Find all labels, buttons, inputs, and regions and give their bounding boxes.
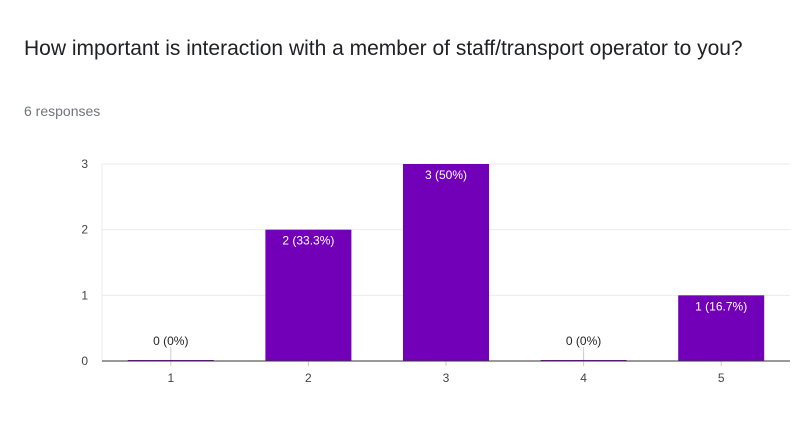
data-label-2: 2 (33.3%) (282, 234, 334, 248)
question-title: How important is interaction with a memb… (24, 37, 743, 60)
x-tick-label-4: 4 (580, 371, 587, 385)
bar-3 (403, 164, 489, 361)
x-tick-label-2: 2 (305, 371, 312, 385)
x-tick-label-5: 5 (718, 371, 725, 385)
data-label-3: 3 (50%) (425, 168, 467, 182)
bar-2 (265, 229, 352, 361)
data-label-5: 1 (16.7%) (695, 299, 747, 313)
data-label-1: 0 (0%) (153, 334, 188, 348)
bar-5 (678, 295, 765, 361)
y-tick-label: 0 (81, 354, 88, 368)
y-tick-label: 3 (81, 157, 88, 171)
x-tick-label-3: 3 (443, 371, 450, 385)
y-tick-label: 1 (81, 288, 88, 302)
response-count: 6 responses (24, 103, 101, 119)
y-tick-label: 2 (81, 223, 88, 237)
x-tick-label-1: 1 (167, 371, 174, 385)
data-label-4: 0 (0%) (566, 334, 601, 348)
